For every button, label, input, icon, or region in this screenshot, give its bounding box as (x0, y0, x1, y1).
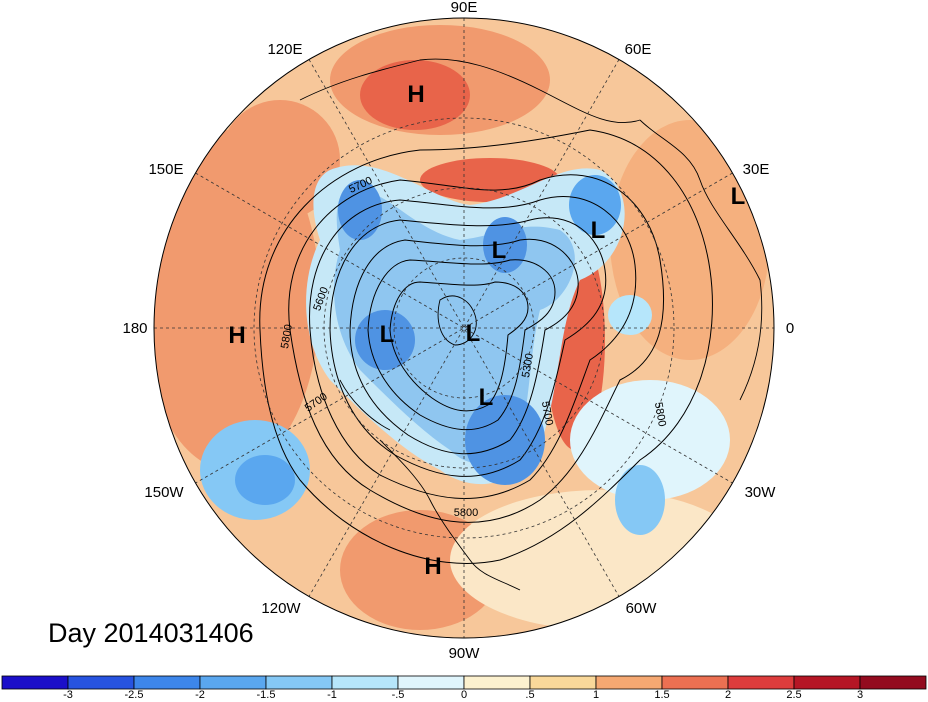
contour-5600 (329, 217, 607, 477)
colorbar-swatch (463, 675, 531, 690)
colorbar-swatch (661, 675, 729, 690)
colorbar-swatch (595, 675, 663, 690)
colorbar-tick-label: .5 (525, 689, 534, 701)
lon-label-90e: 90E (451, 0, 478, 16)
low-marker-asia: L (492, 237, 507, 264)
contour-label-6: 5700 (539, 400, 555, 426)
low-marker-alaska: L (380, 321, 395, 348)
contour-label-7: 5800 (652, 401, 668, 427)
lon-label-30w: 30W (745, 484, 777, 501)
colorbar-tick-label: -3 (63, 689, 73, 701)
lon-label-180: 180 (122, 320, 147, 337)
lon-label-60e: 60E (625, 41, 652, 58)
colorbar-tick-label: 2.5 (786, 689, 801, 701)
colorbar-swatch (1, 675, 69, 690)
coastline-asia (299, 58, 641, 124)
coastline-europe (639, 119, 763, 401)
colorbar-swatch (859, 675, 927, 690)
contour-label-8: 5800 (454, 507, 478, 519)
map-border (153, 17, 775, 639)
colorbar-tick-label: 1 (593, 689, 599, 701)
hot-region-siberia (360, 60, 470, 130)
colorbar-swatch (265, 675, 333, 690)
contour-5700 (309, 195, 637, 499)
colorbar-swatch (727, 675, 795, 690)
contour-outer (259, 129, 713, 564)
map-title: Day 2014031406 (48, 618, 254, 648)
colorbar-tick-label: 1.5 (654, 689, 669, 701)
contour-5800 (288, 174, 665, 523)
low-marker-pole: L (466, 320, 481, 347)
colorbar-tick-label: -2 (195, 689, 205, 701)
colorbar-swatch (529, 675, 597, 690)
coastline-greenland (437, 295, 477, 346)
graticule-meridian-30e-150w (195, 172, 733, 484)
neutral-region-south (450, 490, 750, 630)
lon-label-60w: 60W (626, 600, 658, 617)
cold-core-4 (355, 310, 415, 370)
warm-region-europe (610, 120, 770, 360)
lon-label-90w: 90W (449, 645, 481, 662)
colorbar-tick-label: -1.5 (257, 689, 276, 701)
height-contours (259, 129, 713, 564)
colorbar: -3 -2.5 -2 -1.5 -1 -.5 0 .5 1 1.5 2 2.5 3 (1, 675, 927, 701)
low-marker-europe: L (591, 217, 606, 244)
graticule-meridian-150e-30w (195, 172, 733, 484)
cold-core-2 (483, 217, 527, 273)
contour-label-5: 5300 (520, 352, 536, 378)
graticule-lat-3 (253, 117, 675, 539)
colorbar-swatch (133, 675, 201, 690)
colorbar-tick-label: -.5 (392, 689, 405, 701)
low-marker-east: L (731, 183, 746, 210)
lon-label-120e: 120E (267, 41, 302, 58)
neutral-region-atlantic (570, 380, 730, 500)
graticule (154, 18, 774, 638)
warm-region-left (220, 100, 340, 220)
colorbar-swatch (793, 675, 861, 690)
graticule-meridian-60e-120w (308, 59, 620, 597)
graticule-meridian-120e-60w (308, 59, 620, 597)
colorbar-tick-label: 3 (857, 689, 863, 701)
high-marker-mexico: H (424, 553, 441, 580)
lon-label-150e: 150E (148, 161, 183, 178)
colorbar-swatch (331, 675, 399, 690)
cold-core-1 (338, 180, 382, 240)
high-marker-siberia: H (407, 81, 424, 108)
lon-label-0: 0 (786, 320, 794, 337)
cold-core-6 (608, 295, 652, 335)
low-marker-canada: L (479, 384, 494, 411)
contour-label-3: 5800 (279, 323, 295, 349)
colorbar-tick-label: -1 (327, 689, 337, 701)
lon-label-30e: 30E (743, 161, 770, 178)
contour-5300 (389, 281, 529, 412)
colorbar-swatch (397, 675, 465, 690)
cold-core-5 (465, 395, 545, 485)
cold-core-3 (569, 175, 621, 235)
cold-region-midatl (615, 465, 665, 535)
colorbar-swatch (199, 675, 267, 690)
colorbar-swatch (67, 675, 135, 690)
contour-5400 (367, 259, 556, 431)
lon-label-150w: 150W (144, 484, 184, 501)
coastline-north-america (339, 379, 521, 591)
lon-label-120w: 120W (261, 600, 301, 617)
contour-5500 (349, 238, 579, 455)
colorbar-tick-label: 0 (461, 689, 467, 701)
colorbar-tick-label: -2.5 (125, 689, 144, 701)
high-marker-pacific: H (228, 322, 245, 349)
cold-core-eastpac (235, 455, 295, 505)
colorbar-tick-label: 2 (725, 689, 731, 701)
